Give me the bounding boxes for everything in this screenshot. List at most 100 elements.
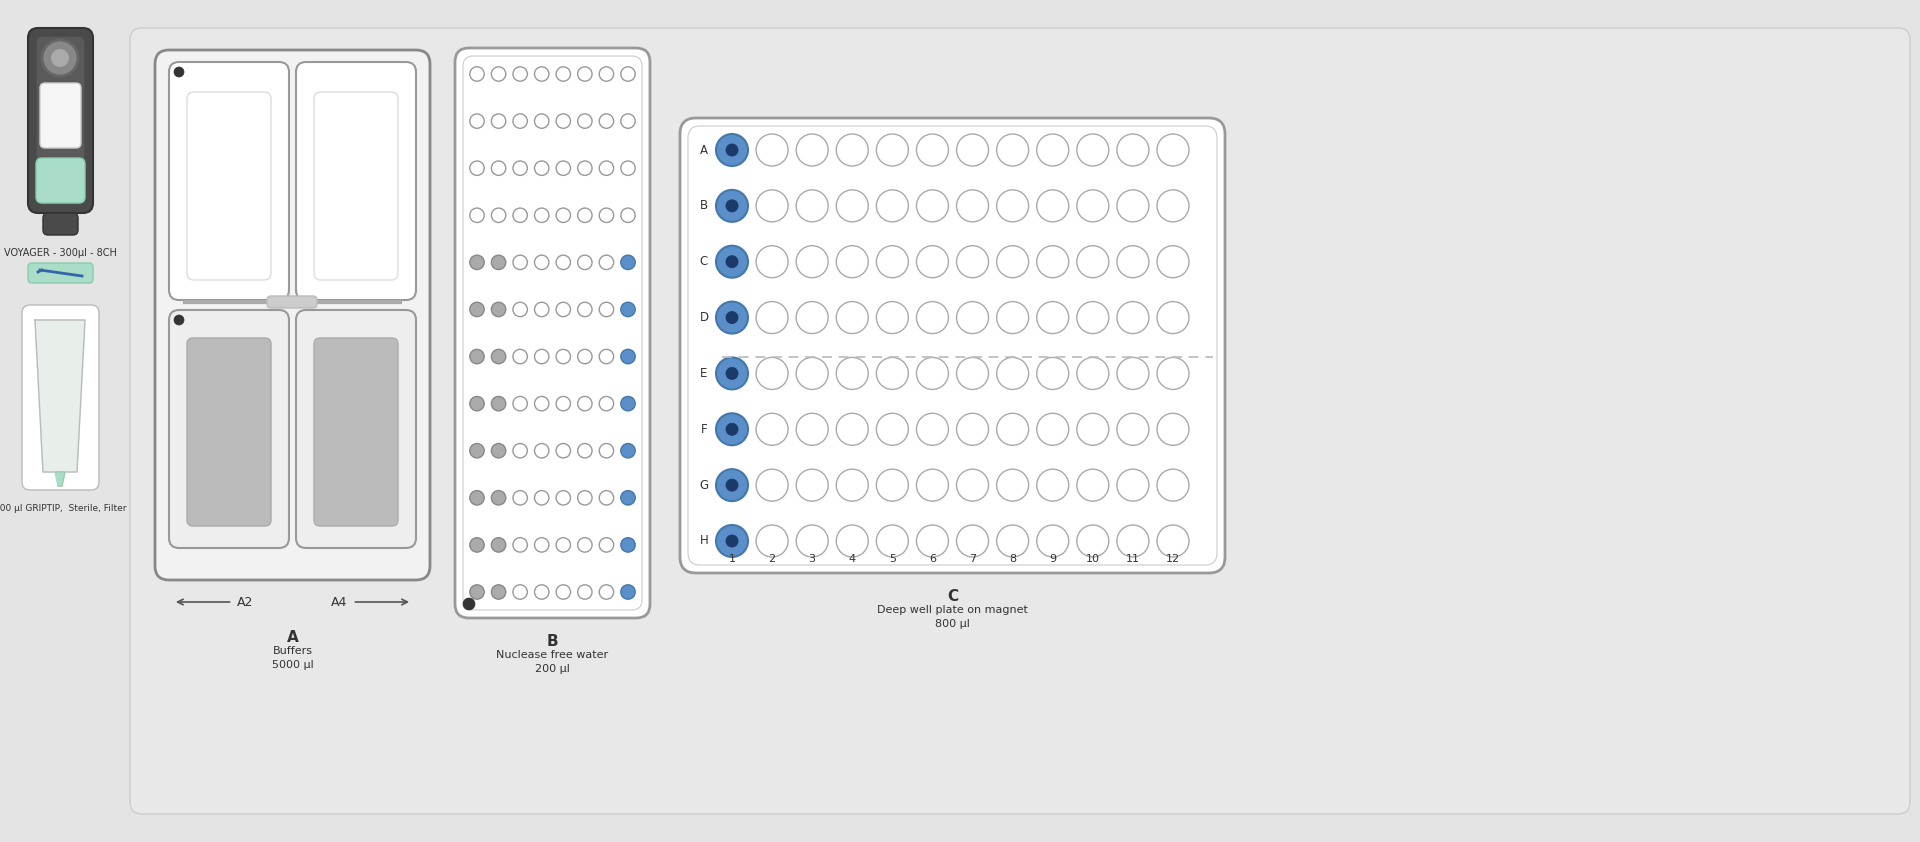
Circle shape — [1037, 189, 1069, 221]
Circle shape — [557, 349, 570, 364]
Circle shape — [1158, 246, 1188, 278]
FancyBboxPatch shape — [36, 158, 84, 203]
Circle shape — [620, 349, 636, 364]
Circle shape — [599, 208, 614, 222]
Circle shape — [837, 357, 868, 390]
Circle shape — [1077, 413, 1110, 445]
Circle shape — [916, 189, 948, 221]
Circle shape — [513, 491, 528, 505]
Circle shape — [557, 114, 570, 128]
Circle shape — [557, 491, 570, 505]
FancyBboxPatch shape — [455, 48, 651, 618]
Circle shape — [534, 444, 549, 458]
Circle shape — [492, 302, 505, 317]
Text: 800 µl: 800 µl — [935, 619, 970, 629]
Circle shape — [534, 538, 549, 552]
Circle shape — [797, 469, 828, 501]
Circle shape — [620, 114, 636, 128]
Circle shape — [513, 585, 528, 600]
Circle shape — [1077, 246, 1110, 278]
Text: 5: 5 — [889, 554, 897, 564]
Circle shape — [726, 312, 737, 323]
Text: 300 µl GRIPTIP,  Sterile, Filter: 300 µl GRIPTIP, Sterile, Filter — [0, 504, 127, 513]
Circle shape — [513, 397, 528, 411]
Text: A4: A4 — [332, 595, 348, 609]
Circle shape — [1158, 134, 1188, 166]
Text: D: D — [699, 311, 708, 324]
Circle shape — [599, 538, 614, 552]
Text: A: A — [701, 143, 708, 157]
Circle shape — [513, 255, 528, 269]
Circle shape — [756, 189, 787, 221]
Circle shape — [534, 349, 549, 364]
Circle shape — [599, 67, 614, 81]
Circle shape — [837, 469, 868, 501]
Circle shape — [470, 538, 484, 552]
Polygon shape — [56, 472, 65, 486]
Circle shape — [996, 246, 1029, 278]
Circle shape — [1077, 469, 1110, 501]
FancyBboxPatch shape — [29, 263, 92, 283]
Circle shape — [578, 208, 591, 222]
Circle shape — [916, 301, 948, 333]
Circle shape — [837, 246, 868, 278]
Text: 9: 9 — [1048, 554, 1056, 564]
Circle shape — [1117, 134, 1148, 166]
Circle shape — [578, 538, 591, 552]
Circle shape — [996, 301, 1029, 333]
Circle shape — [534, 114, 549, 128]
Circle shape — [996, 357, 1029, 390]
Circle shape — [797, 413, 828, 445]
Circle shape — [916, 413, 948, 445]
Text: 12: 12 — [1165, 554, 1181, 564]
Circle shape — [726, 535, 737, 547]
Circle shape — [797, 301, 828, 333]
Circle shape — [470, 302, 484, 317]
Circle shape — [1158, 357, 1188, 390]
FancyBboxPatch shape — [169, 62, 290, 300]
Circle shape — [557, 397, 570, 411]
Circle shape — [956, 357, 989, 390]
Circle shape — [599, 255, 614, 269]
Circle shape — [175, 315, 184, 325]
FancyBboxPatch shape — [315, 92, 397, 280]
Circle shape — [716, 357, 749, 390]
Circle shape — [557, 208, 570, 222]
Circle shape — [557, 585, 570, 600]
Circle shape — [470, 161, 484, 175]
Text: VOYAGER - 300µl - 8CH: VOYAGER - 300µl - 8CH — [4, 248, 117, 258]
FancyBboxPatch shape — [36, 36, 84, 205]
Circle shape — [578, 585, 591, 600]
Circle shape — [470, 114, 484, 128]
Circle shape — [513, 67, 528, 81]
Circle shape — [492, 255, 505, 269]
FancyBboxPatch shape — [29, 28, 92, 213]
Circle shape — [726, 479, 737, 491]
Text: B: B — [701, 200, 708, 212]
Circle shape — [599, 397, 614, 411]
Polygon shape — [35, 320, 84, 472]
Text: 5000 µl: 5000 µl — [271, 660, 313, 670]
Text: A2: A2 — [238, 595, 253, 609]
Circle shape — [876, 189, 908, 221]
Circle shape — [726, 424, 737, 435]
Circle shape — [470, 585, 484, 600]
Circle shape — [876, 134, 908, 166]
Text: 6: 6 — [929, 554, 935, 564]
Circle shape — [513, 114, 528, 128]
Text: H: H — [699, 535, 708, 547]
Circle shape — [837, 189, 868, 221]
Circle shape — [1077, 134, 1110, 166]
Circle shape — [716, 413, 749, 445]
Circle shape — [1117, 469, 1148, 501]
Circle shape — [1158, 301, 1188, 333]
Circle shape — [620, 585, 636, 600]
Circle shape — [620, 491, 636, 505]
Circle shape — [756, 301, 787, 333]
Circle shape — [797, 357, 828, 390]
Circle shape — [492, 208, 505, 222]
Circle shape — [916, 246, 948, 278]
Circle shape — [534, 208, 549, 222]
Circle shape — [1077, 189, 1110, 221]
Circle shape — [1037, 469, 1069, 501]
